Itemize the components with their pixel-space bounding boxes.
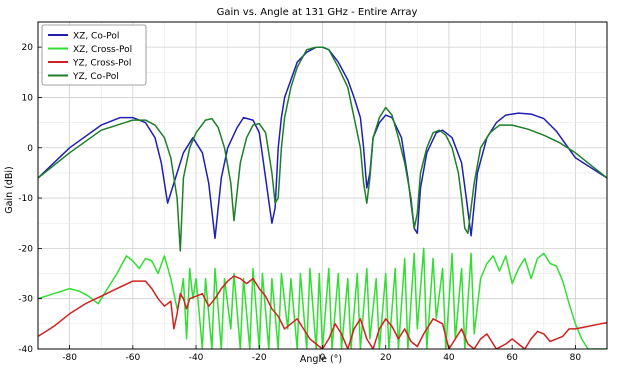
- y-tick-label: 0: [27, 144, 33, 154]
- y-tick-label: -40: [18, 345, 33, 355]
- series-line-yz-cross-pol: [38, 275, 607, 349]
- legend-entry: XZ, Co-Pol: [73, 32, 119, 42]
- legend: XZ, Co-Pol XZ, Cross-Pol YZ, Cross-Pol YZ, …: [41, 24, 147, 86]
- x-tick-label: -80: [62, 353, 77, 363]
- series-line-xz-co-pol: [38, 46, 607, 240]
- y-tick-label: 10: [22, 93, 34, 103]
- legend-entry: XZ, Cross-Pol: [73, 45, 132, 55]
- x-axis-label: Angle (°): [300, 354, 342, 364]
- y-tick-label: -20: [18, 244, 33, 254]
- y-tick-label: 20: [22, 43, 34, 53]
- series-line-xz-cross-pol: [38, 247, 607, 349]
- x-tick-label: 80: [570, 353, 582, 363]
- x-tick-label: 0: [320, 353, 326, 363]
- x-tick-label: 40: [443, 353, 455, 363]
- y-tick-label: -30: [18, 295, 33, 305]
- series-lines: [38, 46, 607, 349]
- y-axis-label: Gain (dBi): [4, 166, 15, 213]
- legend-entry: YZ, Cross-Pol: [72, 59, 131, 69]
- chart-title: Gain vs. Angle at 131 GHz - Entire Array: [217, 7, 418, 18]
- x-tick-label: 20: [380, 353, 392, 363]
- x-tick-label: -40: [189, 353, 204, 363]
- x-tick-label: 60: [506, 353, 518, 363]
- legend-box: [41, 24, 147, 86]
- x-tick-label: -20: [252, 353, 267, 363]
- y-tick-label: -10: [18, 194, 33, 204]
- x-tick-label: -60: [125, 353, 140, 363]
- legend-entry: YZ, Co-Pol: [72, 72, 119, 82]
- series-line-yz-co-pol: [38, 46, 607, 252]
- axis-ticks: -80 -60 -40 -20 0 20 40 60 80 -40 -30 -20 -10 0 10 20: [18, 43, 581, 363]
